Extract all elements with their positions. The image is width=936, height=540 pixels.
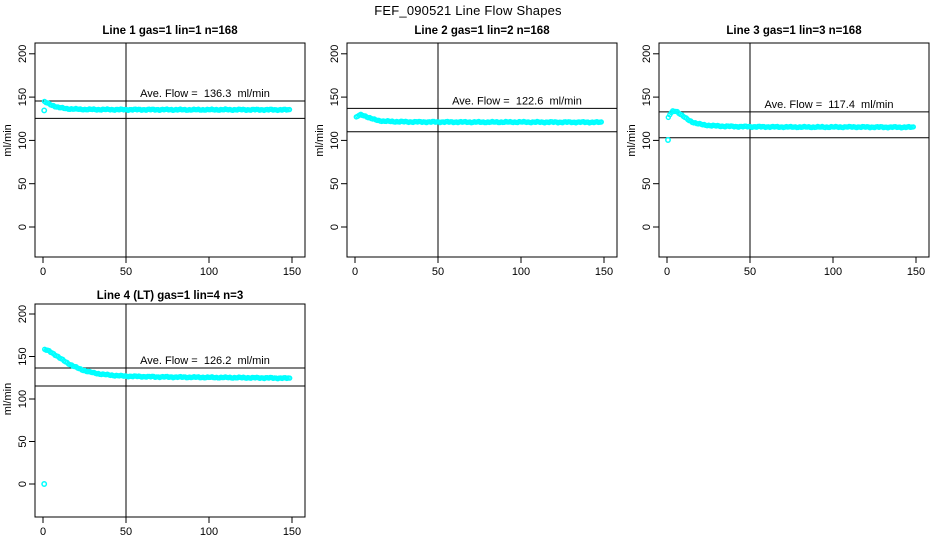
y-tick-label: 200 [17, 305, 29, 323]
x-tick-label: 0 [664, 266, 670, 278]
x-tick-label: 0 [40, 266, 46, 278]
y-axis-label: ml/min [2, 124, 14, 156]
outlier-point [41, 107, 48, 114]
plot-box [658, 42, 930, 258]
x-axis: 0 50 100 150 [40, 517, 301, 538]
y-tick-label: 200 [17, 45, 29, 63]
figure-title: FEF_090521 Line Flow Shapes [374, 3, 562, 18]
y-tick-label: 150 [641, 88, 653, 106]
x-tick-label: 100 [200, 526, 218, 538]
x-tick-label: 100 [824, 266, 842, 278]
data-point [910, 124, 916, 130]
outlier-point [41, 481, 48, 487]
panel-title: Line 3 gas=1 lin=3 n=168 [726, 25, 862, 37]
x-tick-label: 0 [352, 266, 358, 278]
x-tick-label: 0 [40, 526, 46, 538]
x-axis: 0 50 100 150 [664, 257, 925, 278]
y-tick-label: 200 [329, 45, 341, 63]
ave-flow-label: Ave. Flow = 117.4 ml/min [765, 99, 894, 111]
plot-box [346, 42, 618, 258]
y-axis-label: ml/min [2, 383, 14, 415]
panel-4: Line 4 (LT) gas=1 lin=4 n=3 0 50 100 150 200 m… [2, 290, 306, 538]
outlier-point [665, 137, 671, 143]
x-tick-label: 150 [283, 526, 301, 538]
panel-title: Line 2 gas=1 lin=2 n=168 [414, 25, 550, 37]
x-tick-label: 50 [744, 266, 756, 278]
y-tick-label: 0 [641, 224, 653, 230]
y-tick-label: 150 [17, 347, 29, 365]
y-tick-label: 50 [17, 178, 29, 190]
y-axis: 0 50 100 150 200 ml/min [2, 45, 35, 230]
y-tick-label: 50 [641, 178, 653, 190]
y-tick-label: 50 [17, 435, 29, 447]
data-point [598, 119, 604, 125]
y-tick-label: 100 [641, 131, 653, 149]
x-tick-label: 150 [907, 266, 925, 278]
y-tick-label: 50 [329, 178, 341, 190]
y-tick-label: 100 [329, 131, 341, 149]
y-axis: 0 50 100 150 200 ml/min [2, 305, 35, 487]
plot-box [34, 42, 306, 258]
panel-title: Line 4 (LT) gas=1 lin=4 n=3 [97, 290, 243, 302]
y-tick-label: 150 [329, 88, 341, 106]
y-tick-label: 100 [17, 131, 29, 149]
ave-flow-label: Ave. Flow = 122.6 ml/min [452, 95, 582, 107]
y-tick-label: 150 [17, 88, 29, 106]
panel-1: Line 1 gas=1 lin=1 n=168 0 50 100 150 200 ml/m… [2, 25, 306, 278]
y-tick-label: 100 [17, 390, 29, 408]
x-tick-label: 100 [512, 266, 530, 278]
x-tick-label: 50 [432, 266, 444, 278]
panel-2: Line 2 gas=1 lin=2 n=168 0 50 100 150 200 ml/m… [314, 25, 618, 278]
series-points [42, 346, 293, 382]
x-tick-label: 50 [120, 266, 132, 278]
series-points [665, 108, 916, 131]
panel-3: Line 3 gas=1 lin=3 n=168 0 50 100 150 200 ml/m… [626, 25, 930, 278]
x-tick-label: 150 [283, 266, 301, 278]
data-point [287, 375, 293, 381]
panel-title: Line 1 gas=1 lin=1 n=168 [102, 25, 238, 37]
x-tick-label: 150 [595, 266, 613, 278]
y-axis-label: ml/min [314, 124, 326, 156]
x-tick-label: 100 [200, 266, 218, 278]
y-tick-label: 0 [329, 224, 341, 230]
plot-box [34, 303, 306, 518]
y-tick-label: 0 [17, 224, 29, 230]
ave-flow-label: Ave. Flow = 136.3 ml/min [140, 88, 270, 100]
y-axis: 0 50 100 150 200 ml/min [314, 45, 347, 230]
y-tick-label: 0 [17, 481, 29, 487]
x-axis: 0 50 100 150 [352, 257, 613, 278]
y-axis-label: ml/min [626, 124, 638, 156]
x-tick-label: 50 [120, 526, 132, 538]
data-point [286, 106, 293, 113]
y-axis: 0 50 100 150 200 ml/min [626, 45, 659, 230]
x-axis: 0 50 100 150 [40, 257, 301, 278]
series-points [41, 98, 293, 114]
series-points [353, 111, 604, 126]
ave-flow-label: Ave. Flow = 126.2 ml/min [140, 355, 270, 367]
y-tick-label: 200 [641, 45, 653, 63]
